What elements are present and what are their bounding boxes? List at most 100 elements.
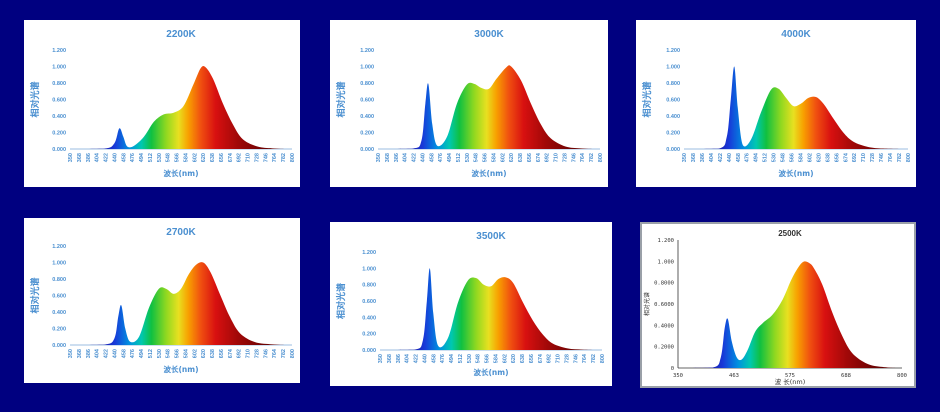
x-tick-label: 458 xyxy=(736,153,742,162)
x-tick-label: 494 xyxy=(447,152,453,162)
x-tick-label: 350 xyxy=(378,354,384,363)
chart-panel-3500k: 3500K 0.000 0.200 0.400 0.600 0.800 1.000 1.200… xyxy=(330,222,612,386)
x-tick-label: 764 xyxy=(888,152,894,162)
chart-title: 3500K xyxy=(476,231,506,242)
y-tick-label: 0.200 xyxy=(360,131,374,137)
x-tick-label: 404 xyxy=(95,152,101,162)
x-tick-label: 692 xyxy=(237,349,243,358)
spectrum-area xyxy=(684,66,904,149)
x-tick-label: 692 xyxy=(237,153,243,162)
x-tick-label: 746 xyxy=(263,153,269,162)
x-tick-label: 512 xyxy=(148,349,154,358)
y-tick-label: 0.400 xyxy=(360,114,374,120)
x-tick-label: 476 xyxy=(438,153,444,162)
x-tick-label: 674 xyxy=(538,353,544,363)
y-tick-label: 1.000 xyxy=(360,65,374,71)
x-tick-label: 422 xyxy=(104,153,110,162)
x-tick-label: 746 xyxy=(879,153,885,162)
y-tick-label: 0.6000 xyxy=(654,302,674,308)
x-tick-label: 674 xyxy=(228,152,234,162)
y-tick-label: 1.000 xyxy=(666,65,680,71)
x-tick-label: 440 xyxy=(420,153,426,162)
x-tick-label: 548 xyxy=(474,153,480,162)
y-tick-label: 0.200 xyxy=(52,327,66,333)
x-tick-label: 692 xyxy=(852,153,858,162)
y-tick-label: 0.800 xyxy=(52,81,66,87)
x-tick-label: 728 xyxy=(562,153,568,162)
x-tick-label: 620 xyxy=(511,354,517,363)
x-tick-label: 422 xyxy=(412,153,418,162)
x-tick-label: 350 xyxy=(68,153,74,162)
x-tick-label: 386 xyxy=(700,153,706,162)
x-tick-label: 386 xyxy=(86,153,92,162)
x-tick-label: 548 xyxy=(476,354,482,363)
chart-panel-2700k: 2700K 0.000 0.200 0.400 0.600 0.800 1.000 1.200… xyxy=(24,218,300,383)
x-tick-label: 404 xyxy=(403,152,409,162)
x-tick-label: 584 xyxy=(491,152,497,162)
x-tick-label: 638 xyxy=(825,153,831,162)
spectrum-area xyxy=(678,261,898,368)
y-tick-label: 0.600 xyxy=(52,294,66,300)
chart-panel-4000k: 4000K 0.000 0.200 0.400 0.600 0.800 1.000 1.200… xyxy=(636,20,916,187)
x-tick-label: 656 xyxy=(219,349,225,358)
x-tick-label: 548 xyxy=(166,349,172,358)
x-tick-label: 764 xyxy=(272,152,278,162)
x-tick-label: 368 xyxy=(691,153,697,162)
chart-panel-2200k: 2200K 0.000 0.200 0.400 0.600 0.800 1.000 1.200… xyxy=(24,20,300,187)
x-tick-label: 584 xyxy=(183,348,189,358)
y-tick-label: 1.000 xyxy=(362,266,376,272)
x-tick-label: 386 xyxy=(86,349,92,358)
x-tick-label: 638 xyxy=(520,354,526,363)
x-tick-label: 440 xyxy=(112,153,118,162)
y-tick-label: 1.200 xyxy=(52,48,66,54)
y-axis-title: 相对光谱 xyxy=(29,277,41,313)
x-tick-label: 674 xyxy=(536,152,542,162)
x-tick-label: 458 xyxy=(429,153,435,162)
x-tick-label: 512 xyxy=(763,153,769,162)
x-tick-label: 422 xyxy=(104,349,110,358)
x-tick-label: 368 xyxy=(77,349,83,358)
x-tick-label: 494 xyxy=(449,353,455,363)
y-axis-title: 相对光谱 xyxy=(29,81,41,117)
spectrum-area xyxy=(378,65,596,149)
y-tick-label: 0.200 xyxy=(362,332,376,338)
y-tick-label: 0.000 xyxy=(52,147,66,153)
x-tick-label: 638 xyxy=(210,153,216,162)
x-tick-label: 656 xyxy=(527,153,533,162)
x-tick-label: 656 xyxy=(529,354,535,363)
x-tick-label: 746 xyxy=(573,354,579,363)
y-tick-label: 0.000 xyxy=(360,147,374,153)
x-tick-label: 620 xyxy=(201,349,207,358)
y-tick-label: 0.400 xyxy=(52,310,66,316)
y-tick-label: 0.600 xyxy=(360,98,374,104)
x-tick-label: 602 xyxy=(502,354,508,363)
x-tick-label: 782 xyxy=(281,349,287,358)
x-tick-label: 638 xyxy=(210,349,216,358)
x-tick-label: 620 xyxy=(201,153,207,162)
x-tick-label: 728 xyxy=(870,153,876,162)
x-tick-label: 494 xyxy=(139,348,145,358)
x-tick-label: 728 xyxy=(254,349,260,358)
y-tick-label: 0.400 xyxy=(362,315,376,321)
y-tick-label: 0.600 xyxy=(52,98,66,104)
x-tick-label: 530 xyxy=(465,153,471,162)
x-tick-label: 566 xyxy=(175,349,181,358)
x-tick-label: 530 xyxy=(157,349,163,358)
x-tick-label: 674 xyxy=(228,348,234,358)
y-tick-label: 0.400 xyxy=(52,114,66,120)
x-tick-label: 602 xyxy=(192,349,198,358)
x-tick-label: 458 xyxy=(121,349,127,358)
y-tick-label: 0.600 xyxy=(362,299,376,305)
x-tick-label: 350 xyxy=(682,153,688,162)
x-axis-title: 波长(nm) xyxy=(778,168,813,178)
chart-panel-3000k: 3000K 0.000 0.200 0.400 0.600 0.800 1.000 1.200… xyxy=(330,20,608,187)
x-tick-label: 688 xyxy=(841,373,851,379)
x-tick-label: 602 xyxy=(192,153,198,162)
x-tick-label: 368 xyxy=(77,153,83,162)
x-tick-label: 530 xyxy=(467,354,473,363)
chart-title: 2200K xyxy=(166,29,196,40)
x-tick-label: 386 xyxy=(396,354,402,363)
x-tick-label: 530 xyxy=(772,153,778,162)
x-tick-label: 656 xyxy=(834,153,840,162)
x-tick-label: 782 xyxy=(281,153,287,162)
